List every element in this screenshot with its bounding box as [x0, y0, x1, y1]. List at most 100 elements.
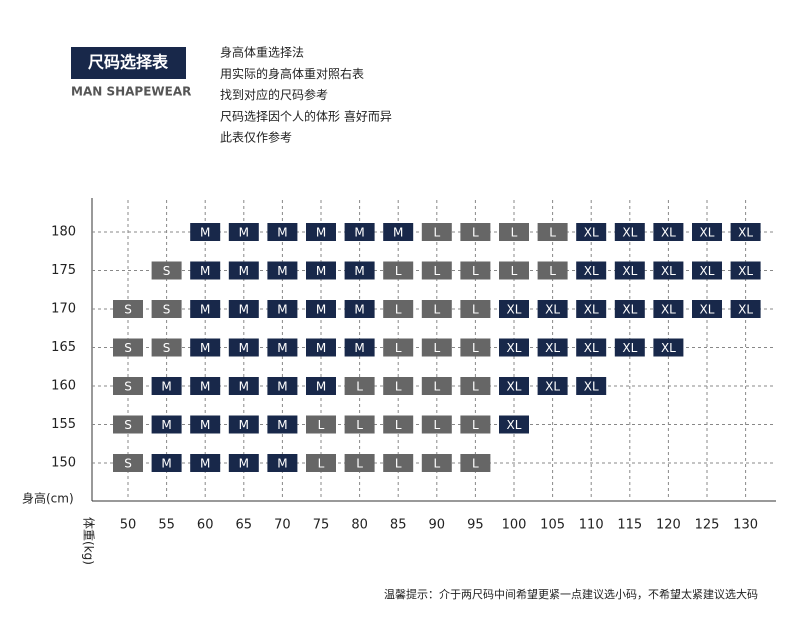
size-cell [692, 223, 722, 241]
size-label: L [472, 264, 479, 278]
column-axis-label: 体重(kg) [82, 517, 96, 565]
column-axis-label-text: 体重(kg) [82, 517, 96, 565]
size-cell [306, 223, 336, 241]
size-label: M [239, 418, 249, 432]
size-label: XL [507, 303, 522, 317]
size-label: XL [545, 380, 560, 394]
size-cell [730, 223, 761, 241]
size-label: M [239, 457, 249, 471]
size-cell [267, 454, 298, 472]
size-label: L [472, 226, 479, 240]
size-cell [614, 300, 645, 318]
size-cell [460, 261, 491, 280]
size-label: L [356, 457, 363, 471]
size-label: XL [507, 341, 522, 355]
size-cell [499, 223, 529, 241]
size-label: M [316, 264, 326, 278]
size-label: L [318, 418, 325, 432]
size-label: M [200, 457, 210, 471]
size-cell [344, 454, 375, 472]
column-label: 95 [467, 518, 484, 533]
column-label: 125 [695, 518, 720, 533]
size-cell [421, 454, 452, 472]
size-label: M [393, 226, 403, 240]
size-label: M [354, 264, 364, 278]
size-label: M [239, 380, 249, 394]
footer: 温馨提示：介于两尺码中间希望更紧一点建议选小码，不希望太紧建议选大码 [384, 587, 758, 601]
size-cell [383, 415, 414, 434]
size-label: S [124, 457, 132, 471]
size-label: XL [584, 226, 599, 240]
size-label: L [433, 303, 440, 317]
size-cell [421, 415, 452, 434]
size-cell [576, 338, 607, 357]
size-label: XL [738, 226, 753, 240]
size-cell [653, 223, 684, 241]
size-label: XL [738, 303, 753, 317]
size-cell [614, 261, 645, 280]
size-cell [190, 338, 221, 357]
size-cell [190, 300, 221, 318]
size-cell [576, 223, 607, 241]
size-label: M [354, 341, 364, 355]
size-cell [499, 338, 529, 357]
size-cell [460, 338, 491, 357]
subtitle: MAN SHAPEWEAR [71, 85, 191, 99]
size-label: M [200, 226, 210, 240]
row-label: 180 [51, 225, 76, 240]
size-cell [190, 223, 221, 241]
size-label: M [354, 226, 364, 240]
size-cell [383, 377, 414, 395]
size-label: XL [584, 341, 599, 355]
size-label: M [277, 457, 287, 471]
note-line: 用实际的身高体重对照右表 [220, 66, 364, 81]
size-cell [421, 377, 452, 395]
size-label: M [200, 418, 210, 432]
size-label: S [163, 303, 171, 317]
size-cell [267, 261, 298, 280]
size-label: M [316, 341, 326, 355]
size-cell [113, 300, 143, 318]
size-label: XL [584, 264, 599, 278]
size-cell [151, 338, 182, 357]
size-label: L [318, 457, 325, 471]
size-label: M [316, 380, 326, 394]
size-cell [730, 261, 761, 280]
size-label: XL [584, 303, 599, 317]
size-label: XL [622, 341, 637, 355]
size-cell [267, 300, 298, 318]
size-cell [576, 300, 607, 318]
size-label: XL [661, 303, 676, 317]
size-cell [151, 415, 182, 434]
size-label: XL [622, 226, 637, 240]
size-label: XL [661, 341, 676, 355]
size-cell [421, 223, 452, 241]
size-label: S [124, 418, 132, 432]
size-label: XL [700, 264, 715, 278]
size-label: L [395, 418, 402, 432]
size-cell [499, 300, 529, 318]
size-label: L [433, 418, 440, 432]
size-cell [190, 377, 221, 395]
size-cell [267, 338, 298, 357]
size-cell [460, 377, 491, 395]
size-label: M [239, 264, 249, 278]
size-label: M [277, 264, 287, 278]
size-cell [576, 261, 607, 280]
size-cell [228, 300, 259, 318]
size-label: L [549, 264, 556, 278]
size-cell [228, 261, 259, 280]
size-cell [576, 377, 607, 395]
size-cell [653, 338, 684, 357]
size-label: M [161, 457, 171, 471]
row-label: 160 [51, 379, 76, 394]
size-label: L [511, 264, 518, 278]
size-cell [151, 261, 182, 280]
size-cell [190, 454, 221, 472]
size-cell [499, 377, 529, 395]
size-label: L [472, 303, 479, 317]
size-cell [730, 300, 761, 318]
size-label: S [163, 264, 171, 278]
size-cell [692, 300, 722, 318]
